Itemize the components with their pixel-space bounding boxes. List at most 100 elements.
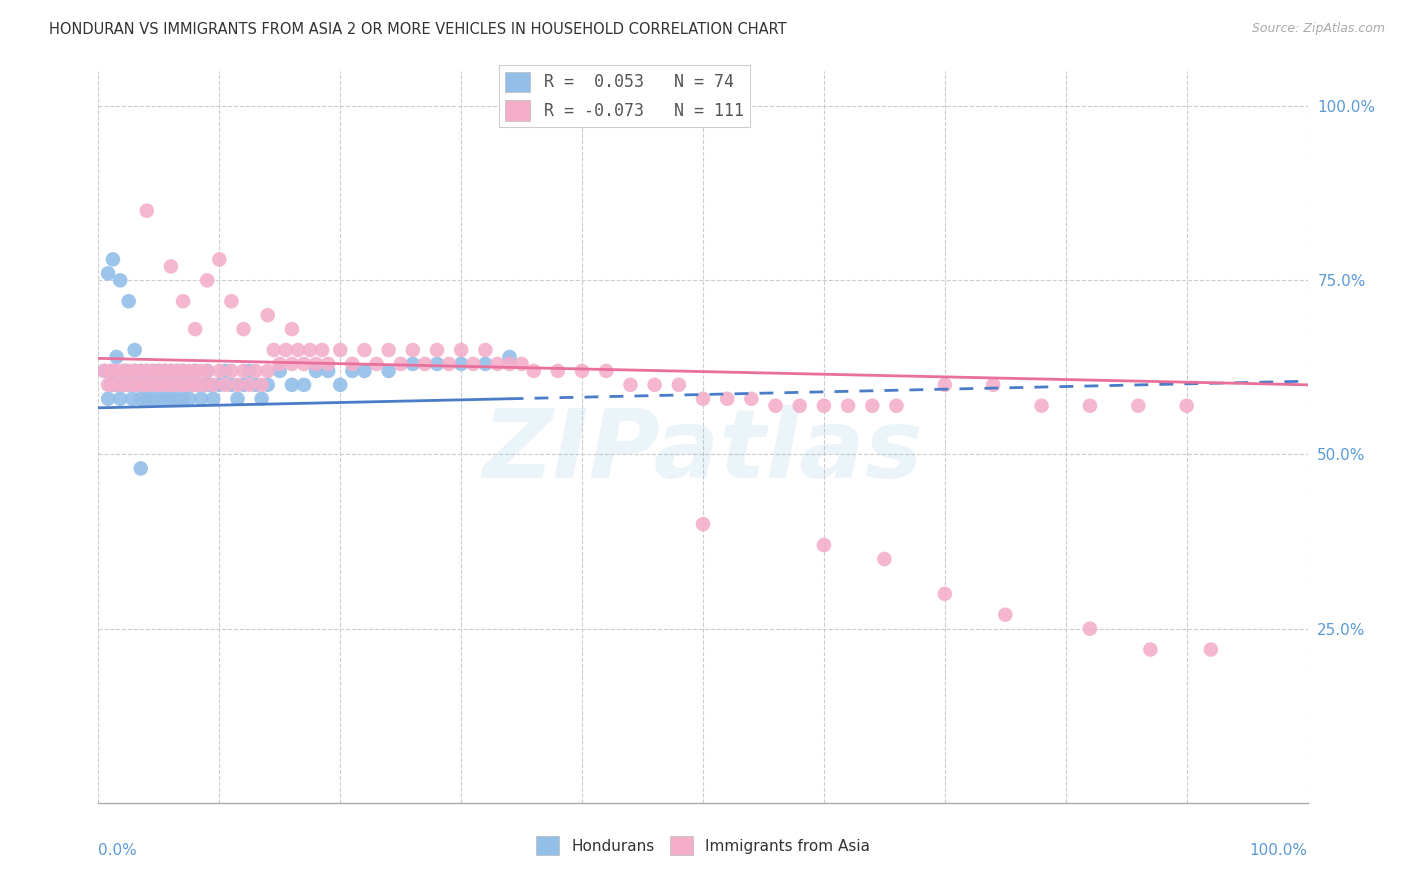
Point — [692, 517, 714, 532]
Point — [256, 364, 278, 378]
Point — [195, 273, 218, 287]
Point — [142, 392, 165, 406]
Point — [474, 357, 496, 371]
Point — [202, 392, 225, 406]
Point — [214, 364, 236, 378]
Point — [187, 377, 209, 392]
Point — [108, 392, 131, 406]
Point — [142, 364, 165, 378]
Point — [269, 357, 291, 371]
Point — [172, 364, 194, 378]
Point — [194, 377, 217, 392]
Point — [129, 364, 152, 378]
Point — [100, 364, 122, 378]
Point — [105, 350, 128, 364]
Point — [402, 357, 425, 371]
Point — [101, 252, 124, 267]
Point — [118, 294, 141, 309]
Point — [250, 392, 273, 406]
Point — [281, 377, 304, 392]
Point — [124, 343, 146, 357]
Point — [138, 377, 160, 392]
Point — [692, 392, 714, 406]
Point — [208, 252, 231, 267]
Point — [174, 377, 197, 392]
Point — [208, 364, 231, 378]
Point — [886, 399, 908, 413]
Point — [245, 364, 267, 378]
Point — [221, 377, 243, 392]
Point — [316, 357, 339, 371]
Point — [172, 294, 194, 309]
Point — [239, 377, 262, 392]
Point — [108, 377, 131, 392]
Text: ZIPatlas: ZIPatlas — [482, 405, 924, 499]
Point — [202, 377, 225, 392]
Point — [873, 552, 896, 566]
Point — [353, 364, 375, 378]
Point — [1128, 399, 1150, 413]
Point — [1175, 399, 1198, 413]
Point — [105, 377, 128, 392]
Point — [934, 587, 956, 601]
Point — [124, 364, 146, 378]
Point — [105, 364, 128, 378]
Point — [160, 364, 183, 378]
Point — [813, 399, 835, 413]
Point — [981, 377, 1004, 392]
Point — [135, 364, 157, 378]
Point — [239, 364, 262, 378]
Point — [127, 377, 149, 392]
Point — [93, 364, 115, 378]
Point — [179, 377, 201, 392]
Point — [114, 377, 136, 392]
Point — [1199, 642, 1222, 657]
Point — [148, 392, 170, 406]
Point — [250, 377, 273, 392]
Point — [389, 357, 412, 371]
Point — [994, 607, 1017, 622]
Point — [145, 377, 167, 392]
Point — [187, 377, 209, 392]
Point — [157, 377, 180, 392]
Point — [118, 377, 141, 392]
Point — [97, 266, 120, 280]
Point — [232, 322, 254, 336]
Point — [157, 377, 180, 392]
Point — [179, 364, 201, 378]
Point — [571, 364, 593, 378]
Point — [114, 364, 136, 378]
Point — [195, 364, 218, 378]
Point — [148, 364, 170, 378]
Point — [166, 364, 188, 378]
Point — [221, 364, 243, 378]
Text: Source: ZipAtlas.com: Source: ZipAtlas.com — [1251, 22, 1385, 36]
Text: 0.0%: 0.0% — [98, 843, 138, 858]
Point — [463, 357, 485, 371]
Point — [97, 377, 120, 392]
Text: HONDURAN VS IMMIGRANTS FROM ASIA 2 OR MORE VEHICLES IN HOUSEHOLD CORRELATION CHA: HONDURAN VS IMMIGRANTS FROM ASIA 2 OR MO… — [49, 22, 787, 37]
Text: 100.0%: 100.0% — [1250, 843, 1308, 858]
Point — [837, 399, 859, 413]
Point — [100, 377, 122, 392]
Point — [292, 357, 315, 371]
Point — [190, 364, 212, 378]
Point — [172, 364, 194, 378]
Point — [195, 364, 218, 378]
Point — [644, 377, 666, 392]
Point — [860, 399, 883, 413]
Point — [716, 392, 738, 406]
Point — [413, 357, 436, 371]
Point — [181, 377, 204, 392]
Point — [138, 377, 160, 392]
Point — [934, 377, 956, 392]
Point — [274, 343, 297, 357]
Point — [101, 377, 124, 392]
Point — [129, 392, 152, 406]
Point — [153, 364, 176, 378]
Point — [510, 357, 533, 371]
Point — [221, 294, 243, 309]
Point — [184, 364, 207, 378]
Point — [426, 343, 449, 357]
Point — [214, 377, 236, 392]
